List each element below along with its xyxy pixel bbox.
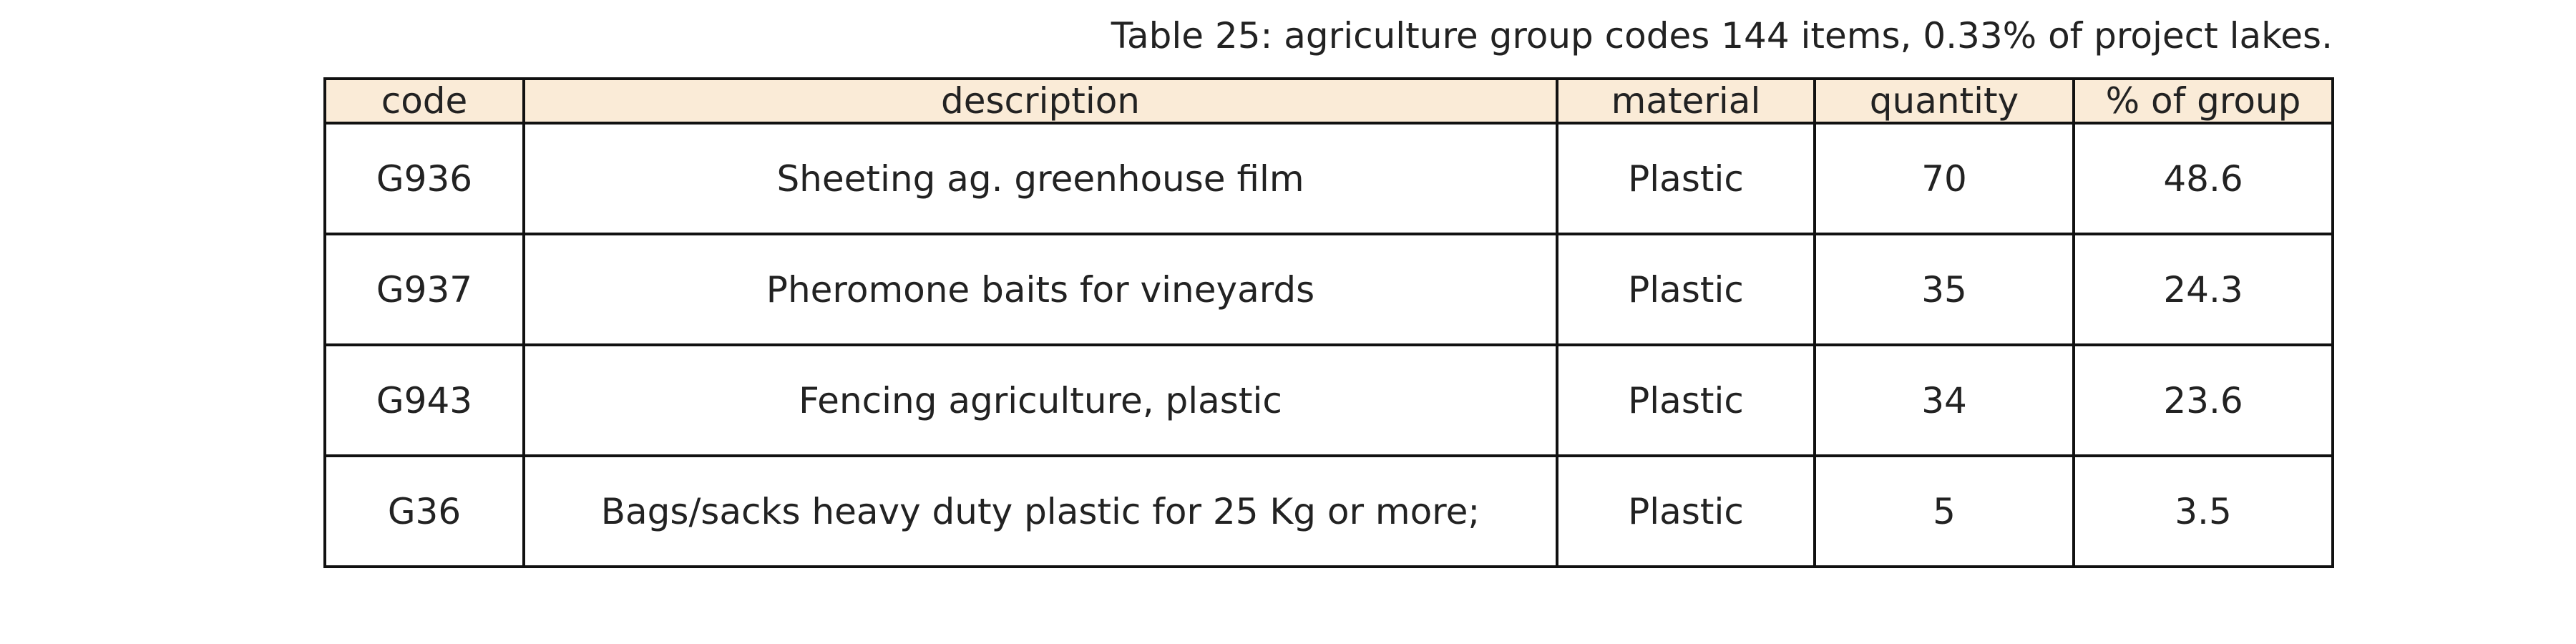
header-description: description xyxy=(522,77,1558,125)
header-code: code xyxy=(323,77,525,125)
table-row: G36 Bags/sacks heavy duty plastic for 25… xyxy=(323,454,2334,568)
cell-description: Fencing agriculture, plastic xyxy=(522,343,1558,457)
cell-description: Pheromone baits for vineyards xyxy=(522,233,1558,346)
cell-code: G937 xyxy=(323,233,525,346)
cell-code: G36 xyxy=(323,454,525,568)
cell-percent: 48.6 xyxy=(2072,122,2334,235)
table-header-row: code description material quantity % of … xyxy=(323,77,2334,125)
cell-material: Plastic xyxy=(1556,233,1816,346)
table-caption: Table 25: agriculture group codes 144 it… xyxy=(1111,15,2333,57)
cell-code: G943 xyxy=(323,343,525,457)
cell-quantity: 34 xyxy=(1813,343,2075,457)
data-table: code description material quantity % of … xyxy=(323,77,2334,568)
cell-material: Plastic xyxy=(1556,122,1816,235)
cell-quantity: 5 xyxy=(1813,454,2075,568)
header-material: material xyxy=(1556,77,1816,125)
cell-quantity: 70 xyxy=(1813,122,2075,235)
cell-description: Bags/sacks heavy duty plastic for 25 Kg … xyxy=(522,454,1558,568)
cell-material: Plastic xyxy=(1556,343,1816,457)
header-quantity: quantity xyxy=(1813,77,2075,125)
cell-percent: 24.3 xyxy=(2072,233,2334,346)
cell-material: Plastic xyxy=(1556,454,1816,568)
table-row: G937 Pheromone baits for vineyards Plast… xyxy=(323,233,2334,346)
cell-quantity: 35 xyxy=(1813,233,2075,346)
cell-percent: 3.5 xyxy=(2072,454,2334,568)
table-row: G943 Fencing agriculture, plastic Plasti… xyxy=(323,343,2334,457)
cell-description: Sheeting ag. greenhouse film xyxy=(522,122,1558,235)
cell-code: G936 xyxy=(323,122,525,235)
table-row: G936 Sheeting ag. greenhouse film Plasti… xyxy=(323,122,2334,235)
cell-percent: 23.6 xyxy=(2072,343,2334,457)
header-percent-of-group: % of group xyxy=(2072,77,2334,125)
